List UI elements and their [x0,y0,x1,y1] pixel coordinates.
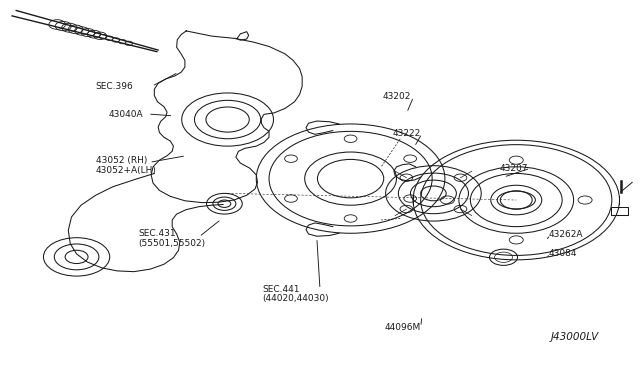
Text: SEC.396: SEC.396 [96,82,134,91]
Text: SEC.441: SEC.441 [262,285,300,294]
Text: SEC.431: SEC.431 [138,230,176,238]
Text: 43262A: 43262A [548,230,582,239]
Text: 43222: 43222 [393,129,421,138]
Text: 43052 (RH): 43052 (RH) [96,155,147,165]
Text: 44096M: 44096M [385,323,421,331]
Text: 43202: 43202 [383,92,411,101]
Text: 43040A: 43040A [108,109,143,119]
Text: (44020,44030): (44020,44030) [262,295,329,304]
Text: (55501,55502): (55501,55502) [138,239,205,248]
Text: 43052+A(LH): 43052+A(LH) [96,166,157,174]
Text: J43000LV: J43000LV [550,332,599,342]
Text: 43207: 43207 [500,164,528,173]
Text: 43084: 43084 [548,250,577,259]
